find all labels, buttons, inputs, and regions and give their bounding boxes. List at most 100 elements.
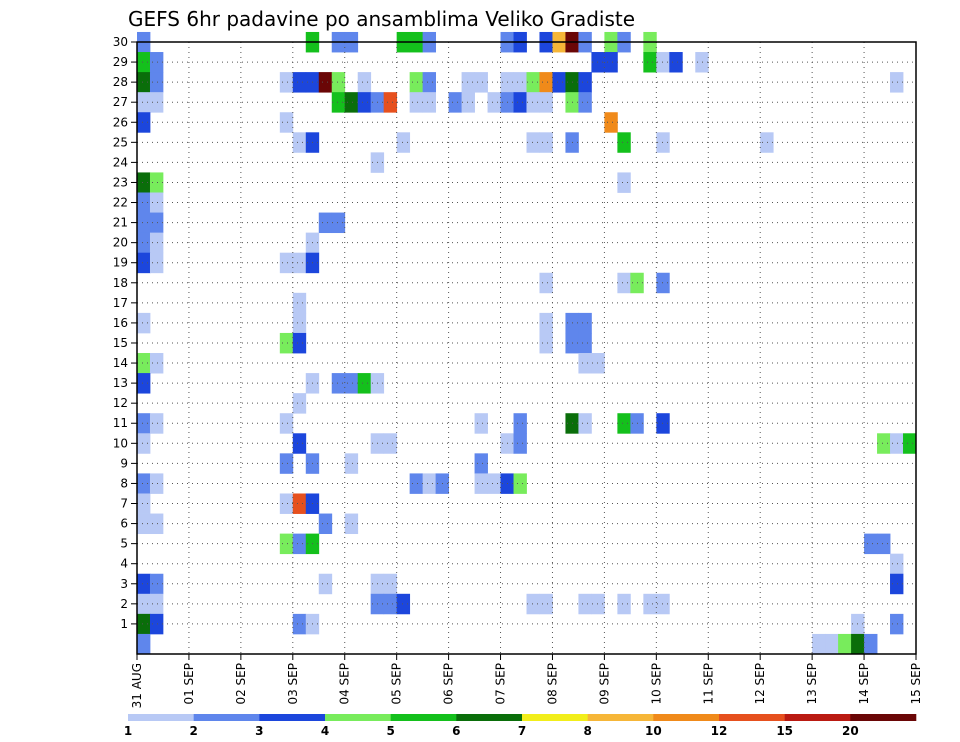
precip-cell (137, 353, 151, 374)
precip-cell (656, 413, 670, 434)
precip-cell (513, 72, 527, 93)
precip-cell (591, 353, 605, 374)
precip-cell (137, 373, 151, 394)
y-tick-label: 12 (113, 396, 128, 410)
y-tick-label: 25 (113, 135, 128, 149)
x-tick-label: 04 SEP (338, 663, 352, 705)
precip-cell (396, 593, 411, 615)
precip-cell (318, 573, 333, 595)
colorbar-label: 20 (842, 724, 859, 738)
y-tick-label: 26 (113, 115, 128, 129)
precip-cell (331, 373, 346, 394)
precip-cell (383, 573, 398, 595)
y-tick-label: 10 (113, 436, 128, 450)
precip-cell (474, 72, 488, 93)
colorbar-label: 8 (583, 724, 591, 738)
precip-cell (292, 332, 307, 354)
precip-cell (149, 192, 164, 213)
colorbar-swatch (850, 714, 917, 721)
precip-cell (669, 52, 683, 73)
chart-title: GEFS 6hr padavine po ansamblima Veliko G… (128, 7, 635, 31)
precip-cell (279, 252, 294, 274)
precip-cell (331, 72, 346, 93)
precip-cell (526, 92, 540, 113)
colorbar-swatch (719, 714, 785, 721)
colorbar-swatch (128, 714, 194, 721)
colorbar-swatch (653, 714, 720, 721)
precip-cell (137, 52, 151, 73)
precip-cell (513, 92, 527, 113)
precip-cell (409, 92, 424, 113)
precip-cell (279, 493, 294, 514)
precip-cell (539, 72, 553, 93)
x-tick-label: 05 SEP (390, 663, 404, 705)
precip-cell (539, 332, 553, 354)
precip-cell (422, 92, 437, 113)
precip-cell (331, 92, 346, 113)
precip-cell (149, 513, 164, 535)
precip-cell (604, 52, 618, 73)
precip-cell (292, 72, 307, 93)
precip-cell (864, 633, 878, 655)
precip-cell (890, 433, 904, 454)
precip-cell (461, 72, 475, 93)
precip-cell (292, 493, 307, 514)
precip-cell (357, 373, 372, 394)
x-tick-label: 10 SEP (649, 663, 663, 705)
precip-cell (149, 353, 164, 374)
y-tick-label: 3 (120, 577, 128, 591)
y-tick-label: 2 (120, 597, 128, 611)
x-tick-label: 03 SEP (286, 663, 300, 705)
precip-cell (149, 473, 164, 494)
precip-cell (383, 92, 398, 113)
precip-cell (279, 453, 294, 474)
precip-cell (137, 613, 151, 635)
colorbar-swatch (784, 714, 851, 721)
precip-cell (617, 172, 631, 193)
precip-cell (409, 72, 424, 93)
x-tick-label: 08 SEP (545, 663, 559, 705)
precip-cell (578, 593, 592, 615)
precip-cell (578, 353, 592, 374)
y-tick-label: 9 (120, 456, 128, 470)
precip-cell (617, 593, 631, 615)
precip-cell (292, 132, 307, 153)
precip-cell (552, 72, 566, 93)
precip-cell (137, 92, 151, 113)
precip-cell (149, 232, 164, 254)
precip-cell (617, 272, 631, 294)
precip-cell (292, 433, 307, 454)
precip-cell (292, 312, 307, 334)
x-tick-label: 07 SEP (494, 663, 508, 705)
precip-cell (318, 212, 333, 234)
precip-cell (409, 473, 424, 494)
precip-cell (825, 633, 839, 655)
precip-cell (137, 252, 151, 274)
y-tick-label: 6 (120, 517, 128, 531)
precip-cell (487, 473, 501, 494)
colorbar-swatch (587, 714, 654, 721)
precip-cell (656, 52, 670, 73)
precip-cell (279, 112, 294, 133)
precip-cell (656, 132, 670, 153)
precip-cell (149, 413, 164, 434)
precip-cell (292, 393, 307, 414)
x-tick-label: 09 SEP (597, 663, 611, 705)
precip-cell (331, 212, 346, 234)
x-tick-label: 11 SEP (701, 663, 715, 705)
x-tick-label: 14 SEP (857, 663, 871, 705)
precip-cell (890, 553, 904, 575)
colorbar-label: 2 (189, 724, 197, 738)
y-tick-label: 11 (113, 416, 128, 430)
x-tick-label: 31 AUG (130, 663, 144, 708)
x-tick-label: 15 SEP (909, 663, 923, 705)
precip-cell (851, 633, 865, 655)
precip-cell (149, 613, 164, 635)
precip-cell (578, 332, 592, 354)
precip-cell (864, 533, 878, 555)
colorbar-swatch (390, 714, 457, 721)
precip-cell (357, 92, 372, 113)
precip-cell (137, 312, 151, 334)
precip-cell (474, 413, 488, 434)
colorbar-label: 4 (321, 724, 329, 738)
